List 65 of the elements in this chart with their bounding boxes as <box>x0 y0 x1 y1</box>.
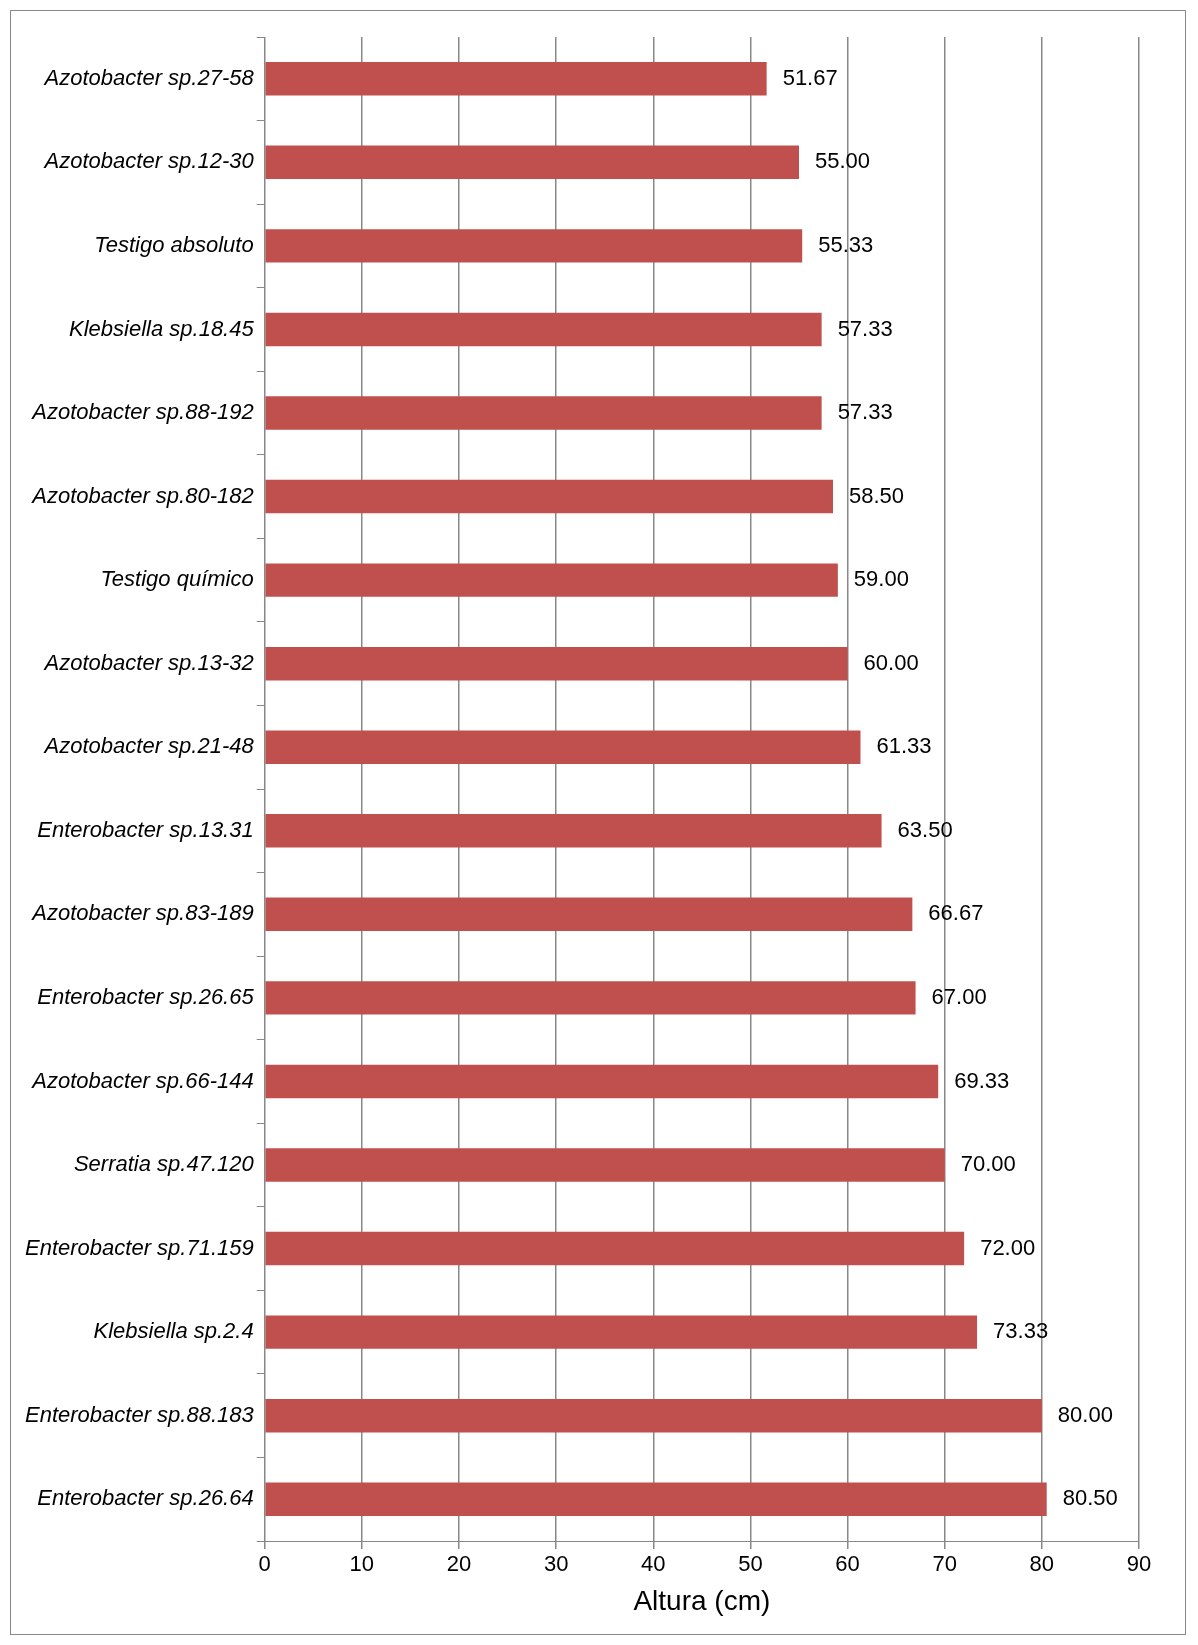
y-tick-label: Testigo absoluto <box>94 232 254 258</box>
data-label: 69.33 <box>954 1067 1010 1093</box>
x-tick-label: 50 <box>738 1551 763 1577</box>
data-label: 61.33 <box>876 733 932 759</box>
x-tick-label: 80 <box>1029 1551 1055 1577</box>
bar <box>265 981 916 1015</box>
bar <box>265 1482 1047 1516</box>
bar <box>265 1398 1042 1433</box>
bar <box>265 479 833 514</box>
y-tick-label: Enterobacter sp.71.159 <box>24 1234 254 1260</box>
x-tick-label: 60 <box>835 1551 860 1577</box>
x-tick-label: 0 <box>258 1551 271 1577</box>
data-label: 66.67 <box>928 900 984 926</box>
data-label: 51.67 <box>782 64 838 90</box>
data-label: 80.00 <box>1057 1401 1113 1427</box>
y-tick-label: Enterobacter sp.13.31 <box>37 816 254 842</box>
bar <box>265 1148 945 1182</box>
data-label: 70.00 <box>960 1151 1016 1177</box>
y-tick-label: Enterobacter sp.88.183 <box>24 1401 255 1427</box>
y-tick-label: Azotobacter sp.66-144 <box>30 1067 254 1093</box>
y-tick-label: Enterobacter sp.26.65 <box>37 984 255 1010</box>
x-tick-label: 10 <box>349 1551 375 1577</box>
bar <box>265 563 838 597</box>
y-tick-label: Azotobacter sp.80-182 <box>30 482 254 508</box>
bar <box>265 396 822 430</box>
y-tick-label: Klebsiella sp.2.4 <box>93 1318 254 1344</box>
data-label: 67.00 <box>931 983 987 1009</box>
data-label: 58.50 <box>849 482 905 508</box>
bar <box>265 1064 939 1099</box>
y-tick-label: Azotobacter sp.12-30 <box>42 148 255 174</box>
bar <box>265 1231 965 1266</box>
data-label: 59.00 <box>853 566 909 592</box>
bar <box>265 145 799 180</box>
data-label: 55.33 <box>818 231 874 257</box>
x-tick-label: 40 <box>641 1551 666 1577</box>
x-tick-label: 90 <box>1126 1551 1152 1577</box>
data-label: 80.50 <box>1062 1485 1118 1511</box>
bar <box>265 62 767 96</box>
data-label: 73.33 <box>993 1318 1049 1344</box>
bar <box>265 646 848 681</box>
data-label: 57.33 <box>837 399 893 425</box>
bar <box>265 312 822 347</box>
data-label: 60.00 <box>863 649 919 675</box>
y-tick-label: Testigo químico <box>100 566 254 592</box>
y-tick-label: Azotobacter sp.13-32 <box>42 649 254 675</box>
data-label: 57.33 <box>837 315 893 341</box>
y-tick-label: Azotobacter sp.83-189 <box>30 900 254 926</box>
x-axis-title: Altura (cm) <box>633 1584 771 1616</box>
y-tick-label: Azotobacter sp.21-48 <box>42 733 255 759</box>
y-tick-label: Klebsiella sp.18.45 <box>69 315 255 341</box>
bar <box>265 229 803 263</box>
x-tick-label: 30 <box>543 1551 569 1577</box>
data-label: 63.50 <box>897 816 953 842</box>
data-label: 72.00 <box>980 1234 1036 1260</box>
bar <box>265 1315 978 1349</box>
data-label: 55.00 <box>815 148 871 174</box>
x-tick-label: 70 <box>932 1551 957 1577</box>
y-tick-label: Azotobacter sp.27-58 <box>42 64 255 90</box>
y-tick-label: Enterobacter sp.26.64 <box>37 1485 254 1511</box>
y-tick-label: Azotobacter sp.88-192 <box>30 399 254 425</box>
bar <box>265 730 861 764</box>
x-tick-label: 20 <box>446 1551 472 1577</box>
bar <box>265 897 913 932</box>
y-tick-label: Serratia sp.47.120 <box>73 1151 255 1177</box>
bar <box>265 814 882 848</box>
